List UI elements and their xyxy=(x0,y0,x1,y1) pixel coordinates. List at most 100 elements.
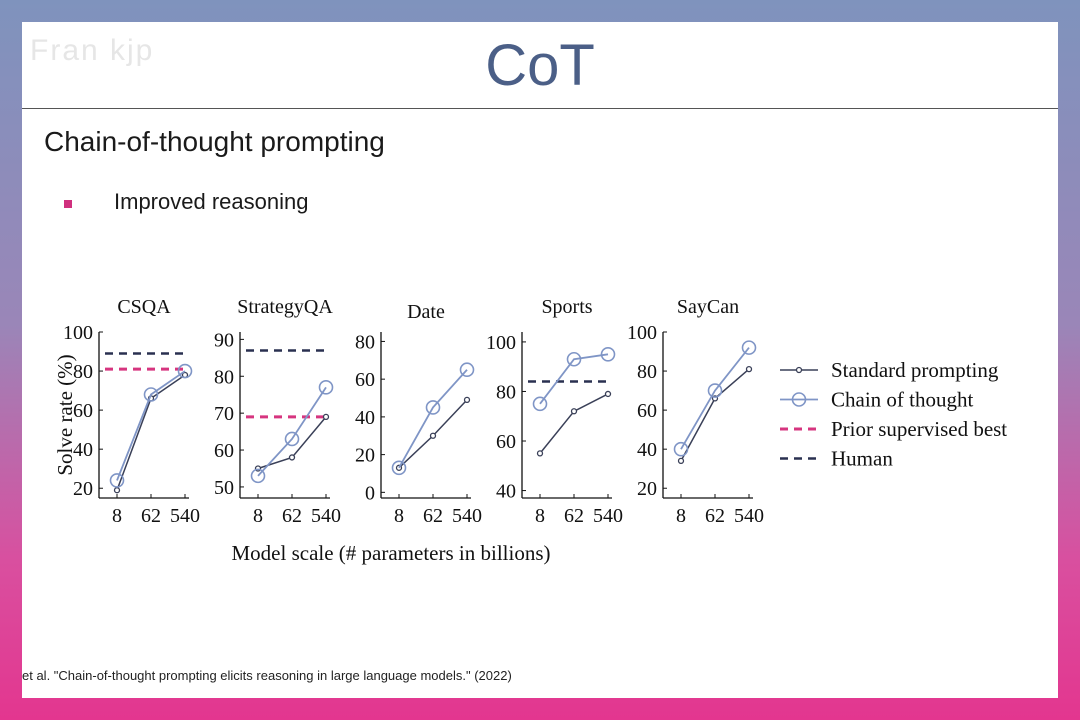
x-tick-label: 62 xyxy=(282,505,302,527)
y-tick-label: 80 xyxy=(73,361,93,383)
cot-point xyxy=(532,396,548,412)
y-tick-label: 60 xyxy=(73,400,93,422)
x-tick-label: 62 xyxy=(141,505,161,527)
y-axis-label: Solve rate (%) xyxy=(53,354,77,475)
panel-csqa: CSQA 20 40 60 80 100 8 62 540 xyxy=(63,296,200,527)
title-divider xyxy=(22,108,1058,109)
legend-marker xyxy=(795,366,803,374)
standard-point xyxy=(570,408,578,415)
y-tick-label: 100 xyxy=(63,322,93,344)
cot-point xyxy=(391,460,407,476)
y-tick-label: 40 xyxy=(496,481,516,503)
x-tick-label: 540 xyxy=(452,505,482,527)
panel-strategyqa: StrategyQA 50 60 70 80 90 8 62 540 xyxy=(214,296,341,527)
panel-date: Date 0 20 40 60 80 8 62 540 xyxy=(355,301,482,527)
y-tick-label: 60 xyxy=(637,400,657,422)
y-tick-label: 70 xyxy=(214,403,234,425)
y-tick-label: 20 xyxy=(637,478,657,500)
cot-point xyxy=(284,431,300,447)
cot-point xyxy=(250,468,266,484)
y-tick-label: 0 xyxy=(365,482,375,504)
panel-title: Sports xyxy=(541,296,592,318)
legend: Standard prompting Chain of thought Prior … xyxy=(780,358,1007,471)
cot-point xyxy=(318,380,334,395)
cot-point xyxy=(143,387,159,402)
panel-title: CSQA xyxy=(117,296,171,318)
cot-series-line xyxy=(680,347,750,450)
legend-label: Human xyxy=(831,447,893,471)
panel-title: Date xyxy=(407,301,445,323)
cot-point xyxy=(109,473,125,488)
slide-title: CoT xyxy=(485,33,595,98)
y-tick-label: 60 xyxy=(355,369,375,391)
bullet-text: Improved reasoning xyxy=(114,189,309,214)
panel-sports: Sports 40 60 80 100 8 62 540 xyxy=(486,296,623,527)
x-tick-label: 540 xyxy=(170,505,200,527)
y-tick-label: 100 xyxy=(486,332,516,354)
y-tick-label: 80 xyxy=(214,366,234,388)
x-tick-label: 62 xyxy=(423,505,443,527)
cot-series-line xyxy=(116,370,186,481)
cot-point xyxy=(459,362,475,378)
y-tick-label: 40 xyxy=(637,439,657,461)
x-tick-label: 8 xyxy=(253,505,263,527)
x-tick-label: 8 xyxy=(394,505,404,527)
x-tick-label: 8 xyxy=(676,505,686,527)
x-tick-label: 540 xyxy=(311,505,341,527)
standard-point xyxy=(322,413,330,420)
cot-point xyxy=(566,351,582,367)
x-tick-label: 540 xyxy=(593,505,623,527)
y-tick-label: 20 xyxy=(355,445,375,467)
x-axis-label: Model scale (# parameters in billions) xyxy=(232,541,551,565)
standard-point xyxy=(288,454,296,461)
y-tick-label: 80 xyxy=(637,361,657,383)
standard-series-line xyxy=(680,368,750,462)
y-tick-label: 50 xyxy=(214,477,234,499)
cot-series-line xyxy=(539,353,609,405)
standard-point xyxy=(429,432,437,439)
cot-series-line xyxy=(398,369,468,469)
cot-point xyxy=(673,441,689,457)
panel-title: SayCan xyxy=(677,296,739,318)
standard-series-line xyxy=(116,374,186,491)
panel-saycan: SayCan 20 40 60 80 100 8 62 540 xyxy=(627,296,764,527)
x-tick-label: 62 xyxy=(564,505,584,527)
standard-point xyxy=(745,365,753,373)
y-tick-label: 100 xyxy=(627,322,657,344)
y-tick-label: 20 xyxy=(73,478,93,500)
legend-label: Standard prompting xyxy=(831,358,999,382)
x-tick-label: 62 xyxy=(705,505,725,527)
cot-point xyxy=(707,383,723,398)
y-tick-label: 40 xyxy=(355,407,375,429)
cot-series-line xyxy=(257,386,327,477)
standard-point xyxy=(536,450,544,457)
cot-point xyxy=(425,400,441,415)
legend-label: Prior supervised best xyxy=(831,417,1007,441)
standard-point xyxy=(113,487,121,494)
legend-label: Chain of thought xyxy=(831,388,973,412)
bullet-marker xyxy=(64,200,72,208)
standard-series-line xyxy=(257,416,327,470)
y-tick-label: 80 xyxy=(355,331,375,353)
standard-point xyxy=(463,396,471,404)
cot-point xyxy=(600,346,616,362)
x-tick-label: 8 xyxy=(535,505,545,527)
standard-series-line xyxy=(539,393,609,454)
y-tick-label: 90 xyxy=(214,329,234,351)
slide: Fran kjp CoT Chain-of-thought prompting … xyxy=(22,22,1058,698)
standard-point xyxy=(677,457,685,465)
slide-subtitle: Chain-of-thought prompting xyxy=(44,126,385,157)
x-tick-label: 540 xyxy=(734,505,764,527)
y-tick-label: 40 xyxy=(73,439,93,461)
panel-title: StrategyQA xyxy=(237,296,333,318)
citation: et al. "Chain-of-thought prompting elici… xyxy=(22,668,512,683)
y-tick-label: 80 xyxy=(496,381,516,403)
y-tick-label: 60 xyxy=(496,431,516,453)
standard-point xyxy=(604,390,612,398)
logo: Fran kjp xyxy=(30,34,155,67)
y-tick-label: 60 xyxy=(214,440,234,462)
cot-point xyxy=(177,363,193,379)
x-tick-label: 8 xyxy=(112,505,122,527)
legend-marker xyxy=(791,392,807,407)
